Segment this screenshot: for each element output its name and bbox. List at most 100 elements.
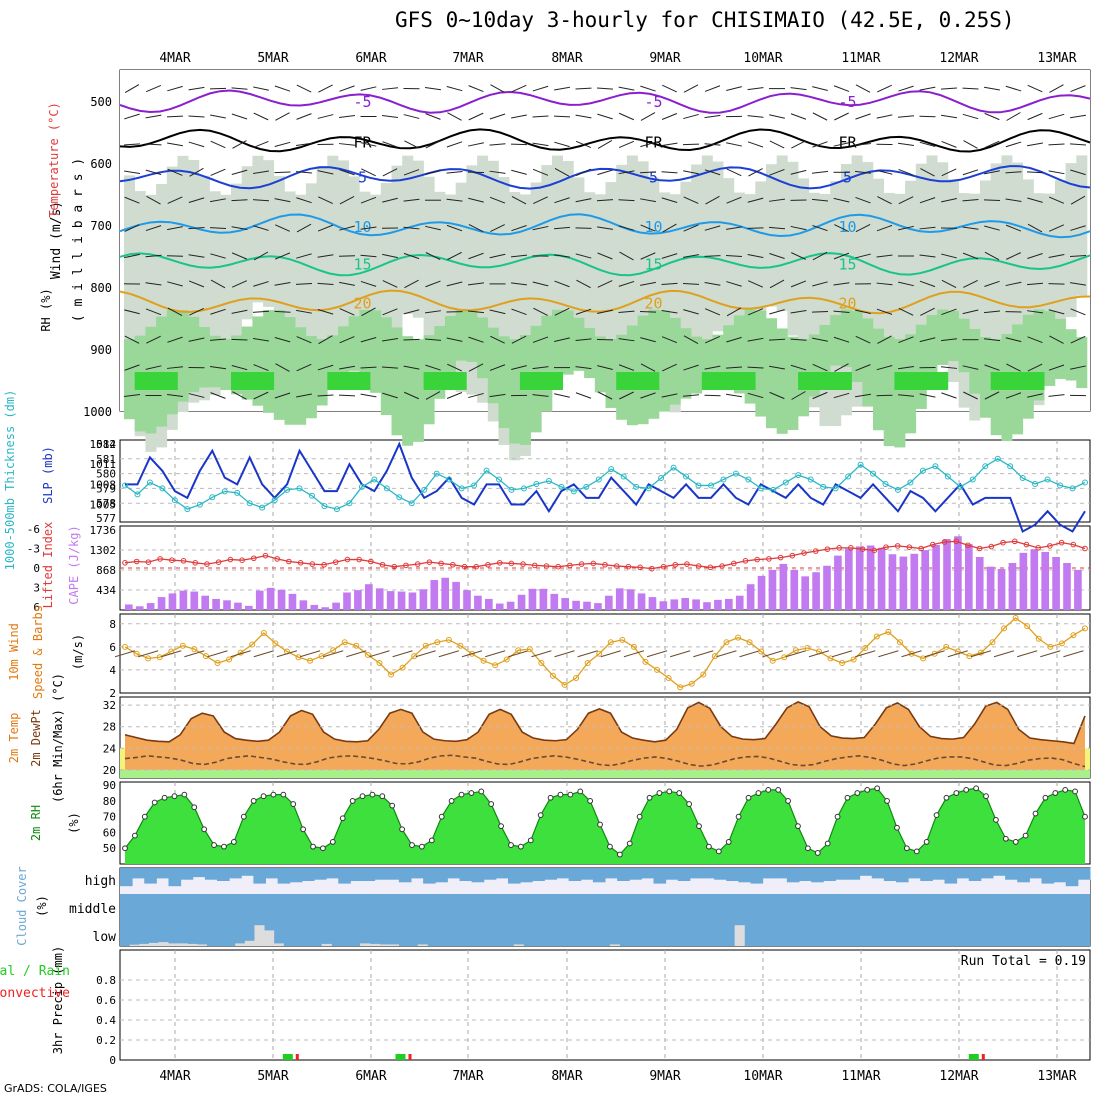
wind-barb: [360, 280, 377, 287]
cloud-high-bar: [592, 868, 606, 883]
wind-barb: [554, 393, 570, 398]
cloud-high-bar: [799, 868, 812, 881]
wind-barb: [489, 309, 506, 315]
wind-barb-10m: [207, 650, 228, 658]
cape-bar: [397, 591, 406, 610]
wind-barb: [1006, 252, 1021, 260]
wind-barb: [876, 254, 893, 258]
wind-barb: [338, 255, 356, 257]
cloud-high-bar: [362, 868, 376, 881]
wind-barb: [1005, 141, 1022, 148]
rh-sat-layer: [712, 372, 724, 390]
li-point: [461, 563, 468, 570]
wind-barb: [640, 141, 656, 148]
wind-barb: [446, 224, 463, 232]
rh-wet-layer: [915, 324, 927, 409]
rh-moist-layer: [1022, 179, 1034, 408]
wind-barb: [296, 197, 312, 204]
cape-bar: [866, 545, 875, 610]
cloud-high-bar: [859, 868, 873, 876]
wind-barb: [661, 142, 678, 147]
wind-barb: [1027, 197, 1043, 203]
wind-barb: [877, 196, 892, 205]
wind-barb: [1048, 113, 1065, 120]
wind-barb: [403, 365, 420, 370]
rh-wet-layer: [787, 336, 799, 430]
rh-point: [735, 813, 742, 820]
rh-moist-layer: [701, 155, 713, 342]
li-point: [180, 558, 187, 564]
wind-barb: [898, 281, 914, 287]
rh-sat-layer: [134, 372, 146, 390]
rh-point: [854, 790, 861, 796]
ylabel-cloud: Cloud Cover: [15, 866, 29, 945]
li-point: [824, 546, 831, 552]
wind-barb: [188, 337, 205, 342]
wind-barb: [940, 366, 958, 369]
wind-barb-10m: [438, 650, 459, 658]
cloud-high-bar: [568, 868, 582, 881]
wind-barb: [877, 335, 892, 344]
wind-speed-point: [561, 681, 568, 688]
rh-wet-layer: [969, 328, 981, 394]
wind-barb: [189, 167, 204, 177]
wind-barb: [747, 141, 764, 148]
cloud-high-bar: [168, 868, 182, 887]
wind-barb: [812, 112, 828, 121]
rh-sat-layer: [455, 372, 467, 390]
ytick-pressure: 1000: [83, 405, 112, 419]
wind-barb: [489, 113, 506, 120]
li-point: [602, 561, 608, 568]
rh-point: [369, 791, 376, 798]
wind-barb: [597, 252, 613, 260]
cloud-high-bar: [265, 868, 279, 879]
li-point: [742, 558, 749, 564]
wind-barb-10m: [161, 650, 182, 658]
wind-barb-10m: [600, 650, 621, 658]
cloud-high-bar: [459, 868, 473, 881]
rh-moist-layer: [348, 176, 360, 384]
wind-barb: [790, 87, 807, 91]
wind-speed-point: [549, 672, 556, 679]
wind-barb: [597, 309, 613, 314]
wind-barb: [898, 307, 914, 316]
wind-barb: [920, 168, 935, 177]
cape-bar: [223, 600, 231, 610]
cape-bar: [354, 590, 362, 610]
wind-barb-10m: [716, 650, 737, 658]
ytick-slp: 1011: [90, 458, 117, 471]
wind-barb: [382, 337, 398, 342]
rh-wet-layer: [370, 310, 382, 393]
cloud-high-bar: [968, 868, 982, 881]
wind-barb: [317, 254, 334, 258]
wind-barb: [833, 282, 850, 286]
wind-barb: [253, 337, 269, 342]
wind-barb: [1070, 85, 1086, 93]
thickness-point: [496, 476, 503, 483]
wind-barb-10m: [1040, 650, 1061, 658]
conv-bar: [408, 1054, 412, 1060]
rh-moist-layer: [145, 194, 157, 452]
wind-barb: [339, 365, 355, 370]
rh-point: [310, 843, 316, 850]
wind-barb: [898, 225, 914, 231]
wind-barb: [188, 86, 205, 91]
conv-bar: [981, 1054, 985, 1060]
date-tick-top: 9MAR: [649, 51, 680, 66]
cape-bar: [757, 575, 766, 610]
wind-barb: [188, 115, 205, 118]
wind-barb: [575, 338, 592, 342]
wind-barb: [1069, 254, 1087, 258]
wind-barb: [210, 279, 226, 289]
rain-bar: [282, 1054, 293, 1060]
wind-speed-point: [908, 650, 915, 657]
rh-wet-layer: [348, 316, 360, 371]
wind-barb: [876, 394, 893, 397]
cape-bar: [954, 536, 962, 610]
rh-point: [399, 826, 406, 833]
ylabel-cape: CAPE (J/kg): [67, 525, 81, 604]
thickness-point: [421, 486, 428, 493]
wind-barb: [210, 392, 226, 399]
thickness-point: [446, 476, 453, 483]
rh-moist-layer: [969, 193, 981, 421]
